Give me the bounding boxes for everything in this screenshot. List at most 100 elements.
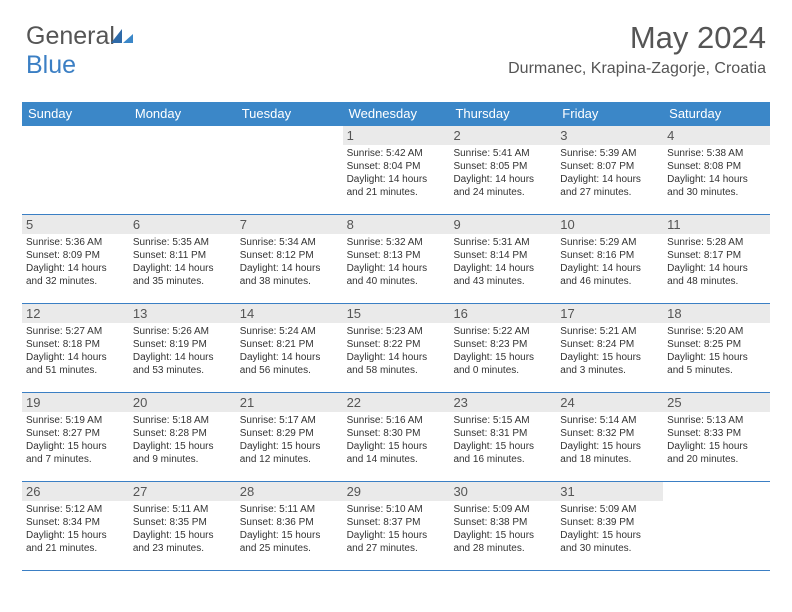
day-number: 25: [663, 393, 770, 412]
week-row: 5Sunrise: 5:36 AMSunset: 8:09 PMDaylight…: [22, 215, 770, 304]
day-detail: Sunrise: 5:28 AMSunset: 8:17 PMDaylight:…: [667, 236, 766, 288]
day-cell: 4Sunrise: 5:38 AMSunset: 8:08 PMDaylight…: [663, 126, 770, 214]
day-detail: Sunrise: 5:16 AMSunset: 8:30 PMDaylight:…: [347, 414, 446, 466]
daylight-text: Daylight: 15 hours and 20 minutes.: [667, 440, 766, 466]
day-detail: Sunrise: 5:17 AMSunset: 8:29 PMDaylight:…: [240, 414, 339, 466]
day-detail: Sunrise: 5:42 AMSunset: 8:04 PMDaylight:…: [347, 147, 446, 199]
sunset-text: Sunset: 8:28 PM: [133, 427, 232, 440]
daylight-text: Daylight: 14 hours and 43 minutes.: [453, 262, 552, 288]
sunset-text: Sunset: 8:32 PM: [560, 427, 659, 440]
day-cell: 2 Sunrise: 5:41 AMSunset: 8:05 PMDaylight…: [449, 126, 556, 214]
daylight-text: Daylight: 14 hours and 27 minutes.: [560, 173, 659, 199]
daylight-text: Daylight: 14 hours and 51 minutes.: [26, 351, 125, 377]
daylight-text: Daylight: 15 hours and 14 minutes.: [347, 440, 446, 466]
day-detail: Sunrise: 5:18 AMSunset: 8:28 PMDaylight:…: [133, 414, 232, 466]
sunrise-text: Sunrise: 5:28 AM: [667, 236, 766, 249]
day-number: 21: [236, 393, 343, 412]
sunset-text: Sunset: 8:33 PM: [667, 427, 766, 440]
sail-icon: [111, 26, 133, 44]
brand-part2: Blue: [26, 51, 76, 79]
sunset-text: Sunset: 8:37 PM: [347, 516, 446, 529]
day-cell: 9 Sunrise: 5:31 AMSunset: 8:14 PMDaylight…: [449, 215, 556, 303]
sunrise-text: Sunrise: 5:20 AM: [667, 325, 766, 338]
sunrise-text: Sunrise: 5:32 AM: [347, 236, 446, 249]
day-number: 9: [449, 215, 556, 234]
daylight-text: Daylight: 14 hours and 56 minutes.: [240, 351, 339, 377]
page-header: May 2024 Durmanec, Krapina-Zagorje, Croa…: [508, 20, 766, 78]
daylight-text: Daylight: 15 hours and 12 minutes.: [240, 440, 339, 466]
sunset-text: Sunset: 8:04 PM: [347, 160, 446, 173]
daylight-text: Daylight: 15 hours and 25 minutes.: [240, 529, 339, 555]
sunset-text: Sunset: 8:24 PM: [560, 338, 659, 351]
day-cell: 12Sunrise: 5:27 AMSunset: 8:18 PMDayligh…: [22, 304, 129, 392]
sunset-text: Sunset: 8:16 PM: [560, 249, 659, 262]
day-cell: 11Sunrise: 5:28 AMSunset: 8:17 PMDayligh…: [663, 215, 770, 303]
sunrise-text: Sunrise: 5:22 AM: [453, 325, 552, 338]
day-number: 1: [343, 126, 450, 145]
day-cell: 6 Sunrise: 5:35 AMSunset: 8:11 PMDaylight…: [129, 215, 236, 303]
sunset-text: Sunset: 8:34 PM: [26, 516, 125, 529]
sunset-text: Sunset: 8:05 PM: [453, 160, 552, 173]
brand-logo: General Blue: [26, 22, 133, 80]
day-cell: 26Sunrise: 5:12 AMSunset: 8:34 PMDayligh…: [22, 482, 129, 570]
day-number: 8: [343, 215, 450, 234]
sunset-text: Sunset: 8:12 PM: [240, 249, 339, 262]
day-cell: 24Sunrise: 5:14 AMSunset: 8:32 PMDayligh…: [556, 393, 663, 481]
day-header: Monday: [129, 102, 236, 126]
day-number: 30: [449, 482, 556, 501]
sunrise-text: Sunrise: 5:11 AM: [240, 503, 339, 516]
sunset-text: Sunset: 8:22 PM: [347, 338, 446, 351]
day-detail: Sunrise: 5:11 AMSunset: 8:36 PMDaylight:…: [240, 503, 339, 555]
day-detail: Sunrise: 5:09 AMSunset: 8:38 PMDaylight:…: [453, 503, 552, 555]
day-number: 2: [449, 126, 556, 145]
day-cell: 18Sunrise: 5:20 AMSunset: 8:25 PMDayligh…: [663, 304, 770, 392]
location-text: Durmanec, Krapina-Zagorje, Croatia: [508, 60, 766, 78]
day-detail: Sunrise: 5:11 AMSunset: 8:35 PMDaylight:…: [133, 503, 232, 555]
sunrise-text: Sunrise: 5:09 AM: [453, 503, 552, 516]
day-cell: 13Sunrise: 5:26 AMSunset: 8:19 PMDayligh…: [129, 304, 236, 392]
sunset-text: Sunset: 8:08 PM: [667, 160, 766, 173]
day-header: Tuesday: [236, 102, 343, 126]
day-detail: Sunrise: 5:10 AMSunset: 8:37 PMDaylight:…: [347, 503, 446, 555]
day-cell: [129, 126, 236, 214]
daylight-text: Daylight: 15 hours and 18 minutes.: [560, 440, 659, 466]
week-row: 19Sunrise: 5:19 AMSunset: 8:27 PMDayligh…: [22, 393, 770, 482]
day-cell: [663, 482, 770, 570]
day-detail: Sunrise: 5:27 AMSunset: 8:18 PMDaylight:…: [26, 325, 125, 377]
sunrise-text: Sunrise: 5:10 AM: [347, 503, 446, 516]
sunrise-text: Sunrise: 5:34 AM: [240, 236, 339, 249]
day-cell: 3Sunrise: 5:39 AMSunset: 8:07 PMDaylight…: [556, 126, 663, 214]
daylight-text: Daylight: 14 hours and 38 minutes.: [240, 262, 339, 288]
day-cell: 20Sunrise: 5:18 AMSunset: 8:28 PMDayligh…: [129, 393, 236, 481]
day-detail: Sunrise: 5:41 AMSunset: 8:05 PMDaylight:…: [453, 147, 552, 199]
day-number: 23: [449, 393, 556, 412]
day-detail: Sunrise: 5:20 AMSunset: 8:25 PMDaylight:…: [667, 325, 766, 377]
sunrise-text: Sunrise: 5:15 AM: [453, 414, 552, 427]
day-cell: 16Sunrise: 5:22 AMSunset: 8:23 PMDayligh…: [449, 304, 556, 392]
day-detail: Sunrise: 5:35 AMSunset: 8:11 PMDaylight:…: [133, 236, 232, 288]
sunset-text: Sunset: 8:38 PM: [453, 516, 552, 529]
day-number: 14: [236, 304, 343, 323]
sunset-text: Sunset: 8:18 PM: [26, 338, 125, 351]
day-cell: [236, 126, 343, 214]
sunrise-text: Sunrise: 5:12 AM: [26, 503, 125, 516]
daylight-text: Daylight: 14 hours and 30 minutes.: [667, 173, 766, 199]
day-number: 6: [129, 215, 236, 234]
day-detail: Sunrise: 5:31 AMSunset: 8:14 PMDaylight:…: [453, 236, 552, 288]
day-header-row: SundayMondayTuesdayWednesdayThursdayFrid…: [22, 102, 770, 126]
daylight-text: Daylight: 15 hours and 5 minutes.: [667, 351, 766, 377]
day-header: Wednesday: [343, 102, 450, 126]
day-cell: 1 Sunrise: 5:42 AMSunset: 8:04 PMDaylight…: [343, 126, 450, 214]
sunset-text: Sunset: 8:19 PM: [133, 338, 232, 351]
daylight-text: Daylight: 14 hours and 53 minutes.: [133, 351, 232, 377]
day-cell: 7Sunrise: 5:34 AMSunset: 8:12 PMDaylight…: [236, 215, 343, 303]
day-cell: 15Sunrise: 5:23 AMSunset: 8:22 PMDayligh…: [343, 304, 450, 392]
week-row: 1 Sunrise: 5:42 AMSunset: 8:04 PMDaylight…: [22, 126, 770, 215]
day-detail: Sunrise: 5:34 AMSunset: 8:12 PMDaylight:…: [240, 236, 339, 288]
sunrise-text: Sunrise: 5:14 AM: [560, 414, 659, 427]
day-cell: [22, 126, 129, 214]
sunrise-text: Sunrise: 5:41 AM: [453, 147, 552, 160]
sunset-text: Sunset: 8:23 PM: [453, 338, 552, 351]
sunset-text: Sunset: 8:09 PM: [26, 249, 125, 262]
sunset-text: Sunset: 8:31 PM: [453, 427, 552, 440]
